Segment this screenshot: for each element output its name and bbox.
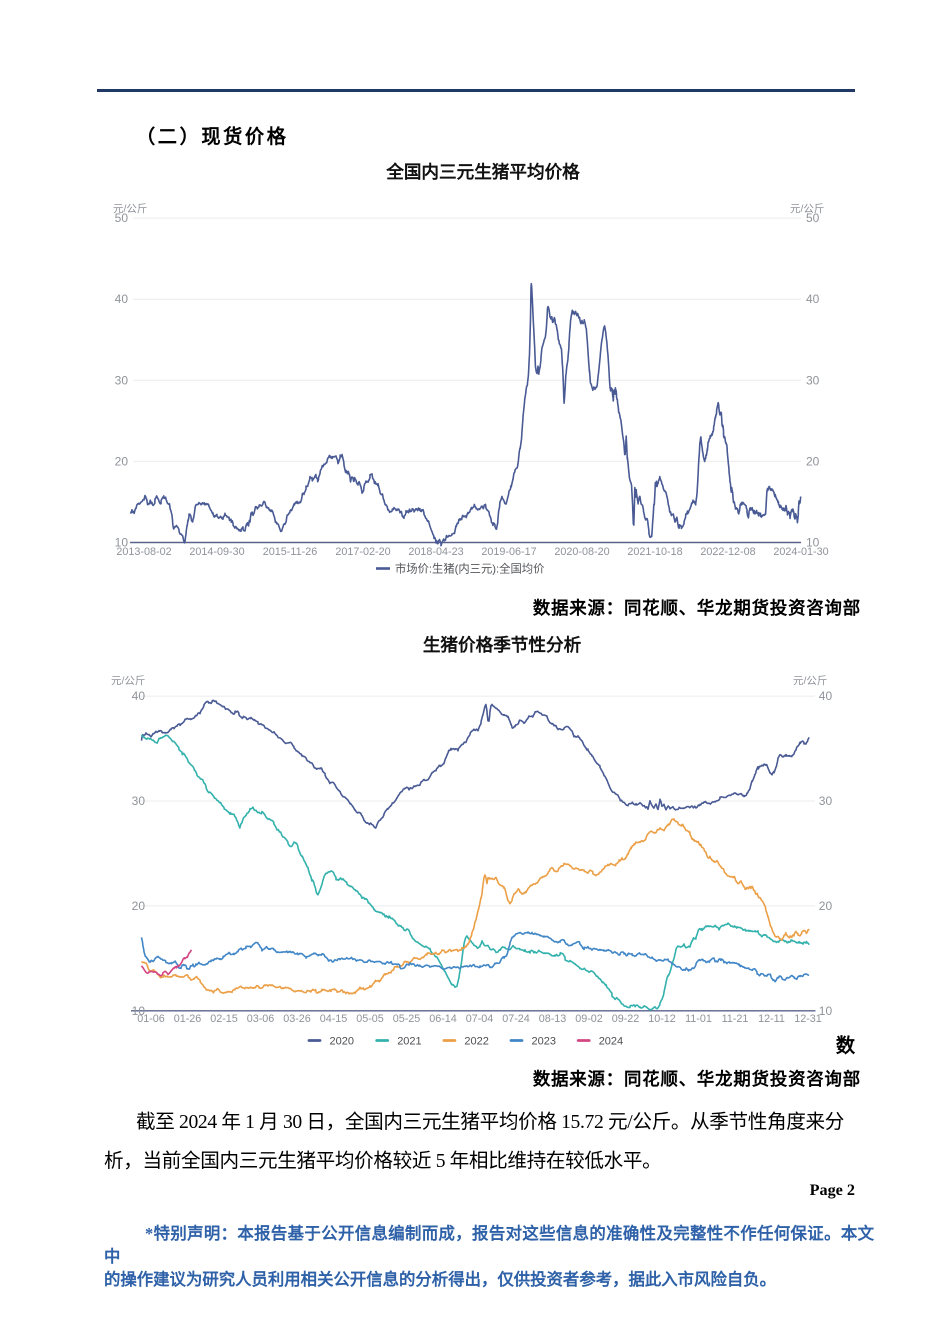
svg-text:40: 40 [115,292,129,306]
svg-text:20: 20 [819,899,833,913]
svg-text:40: 40 [819,689,833,703]
svg-text:08-13: 08-13 [539,1013,567,1025]
svg-text:12-11: 12-11 [758,1013,785,1025]
svg-text:10: 10 [115,536,129,550]
svg-text:02-15: 02-15 [210,1013,238,1025]
svg-text:30: 30 [806,373,820,387]
svg-text:03-26: 03-26 [283,1013,311,1025]
svg-text:2019-06-17: 2019-06-17 [481,546,536,558]
svg-text:11-01: 11-01 [685,1013,712,1025]
svg-text:20: 20 [132,899,146,913]
svg-text:05-25: 05-25 [393,1013,421,1025]
svg-text:2023: 2023 [532,1036,556,1048]
svg-text:2018-04-23: 2018-04-23 [408,546,463,558]
svg-text:2014-09-30: 2014-09-30 [189,546,244,558]
svg-text:40: 40 [132,689,146,703]
svg-text:2020: 2020 [330,1036,354,1048]
svg-text:30: 30 [132,794,146,808]
svg-text:10-12: 10-12 [648,1013,676,1025]
svg-text:2022-12-08: 2022-12-08 [700,546,755,558]
svg-text:市场价:生猪(内三元):全国均价: 市场价:生猪(内三元):全国均价 [395,562,544,576]
svg-text:2021: 2021 [397,1036,421,1048]
svg-text:40: 40 [806,292,820,306]
svg-text:20: 20 [806,454,820,468]
svg-text:09-02: 09-02 [575,1013,603,1025]
svg-text:12-31: 12-31 [794,1013,822,1025]
svg-text:03-06: 03-06 [247,1013,275,1025]
svg-text:11-21: 11-21 [722,1013,749,1025]
svg-text:元/公斤: 元/公斤 [790,203,824,215]
svg-text:01-26: 01-26 [174,1013,202,1025]
svg-text:元/公斤: 元/公斤 [111,675,145,687]
svg-text:2024-01-30: 2024-01-30 [773,546,828,558]
svg-text:30: 30 [115,373,129,387]
svg-text:04-15: 04-15 [320,1013,348,1025]
svg-text:07-04: 07-04 [466,1013,494,1025]
svg-text:09-22: 09-22 [612,1013,640,1025]
svg-text:06-14: 06-14 [429,1013,457,1025]
svg-text:05-05: 05-05 [356,1013,384,1025]
svg-text:50: 50 [806,211,820,225]
svg-text:2013-08-02: 2013-08-02 [116,546,171,558]
svg-text:2021-10-18: 2021-10-18 [627,546,682,558]
svg-text:20: 20 [115,454,129,468]
svg-text:2017-02-20: 2017-02-20 [335,546,390,558]
svg-text:2024: 2024 [599,1036,623,1048]
svg-text:元/公斤: 元/公斤 [793,675,827,687]
svg-text:2020-08-20: 2020-08-20 [554,546,609,558]
svg-text:10: 10 [819,1004,833,1018]
svg-text:01-06: 01-06 [137,1013,165,1025]
svg-text:10: 10 [132,1004,146,1018]
svg-text:30: 30 [819,794,833,808]
svg-text:50: 50 [115,211,129,225]
svg-text:10: 10 [806,536,820,550]
svg-text:2022: 2022 [464,1036,488,1048]
svg-text:07-24: 07-24 [502,1013,530,1025]
svg-text:2015-11-26: 2015-11-26 [263,546,317,558]
svg-text:元/公斤: 元/公斤 [113,203,147,215]
